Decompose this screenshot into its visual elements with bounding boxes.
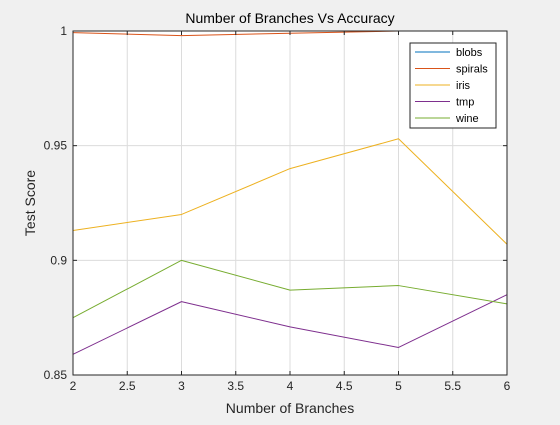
y-axis-ticks: 0.85 0.9 0.95 1: [44, 24, 507, 382]
legend-label-wine: wine: [455, 113, 479, 125]
y-tick-label: 0.85: [44, 368, 68, 382]
y-axis-label: Test Score: [22, 170, 38, 236]
x-axis-label: Number of Branches: [226, 400, 354, 416]
x-tick-label: 3.5: [227, 379, 244, 393]
chart-title: Number of Branches Vs Accuracy: [185, 10, 394, 26]
grid-lines: [73, 31, 507, 375]
x-tick-label: 5: [395, 379, 402, 393]
legend-label-blobs: blobs: [456, 47, 483, 59]
x-tick-label: 4.5: [336, 379, 353, 393]
x-axis-ticks: 2 2.5 3 3.5 4 4.5 5 5.5 6: [70, 31, 511, 393]
y-tick-label: 1: [60, 24, 67, 38]
x-tick-label: 4: [287, 379, 294, 393]
x-tick-label: 3: [178, 379, 185, 393]
y-tick-label: 0.95: [44, 139, 68, 153]
y-tick-label: 0.9: [50, 253, 67, 267]
x-tick-label: 2.5: [119, 379, 136, 393]
legend-label-tmp: tmp: [456, 97, 474, 109]
x-tick-label: 5.5: [444, 379, 461, 393]
x-tick-label: 6: [504, 379, 511, 393]
series-line-wine: [72, 259, 508, 319]
series-line-tmp: [72, 294, 508, 355]
legend-label-iris: iris: [456, 80, 471, 92]
legend: blobs spirals iris tmp wine: [409, 42, 497, 129]
legend-label-spirals: spirals: [456, 64, 488, 76]
series-line-iris: [72, 138, 508, 245]
x-tick-label: 2: [70, 379, 77, 393]
